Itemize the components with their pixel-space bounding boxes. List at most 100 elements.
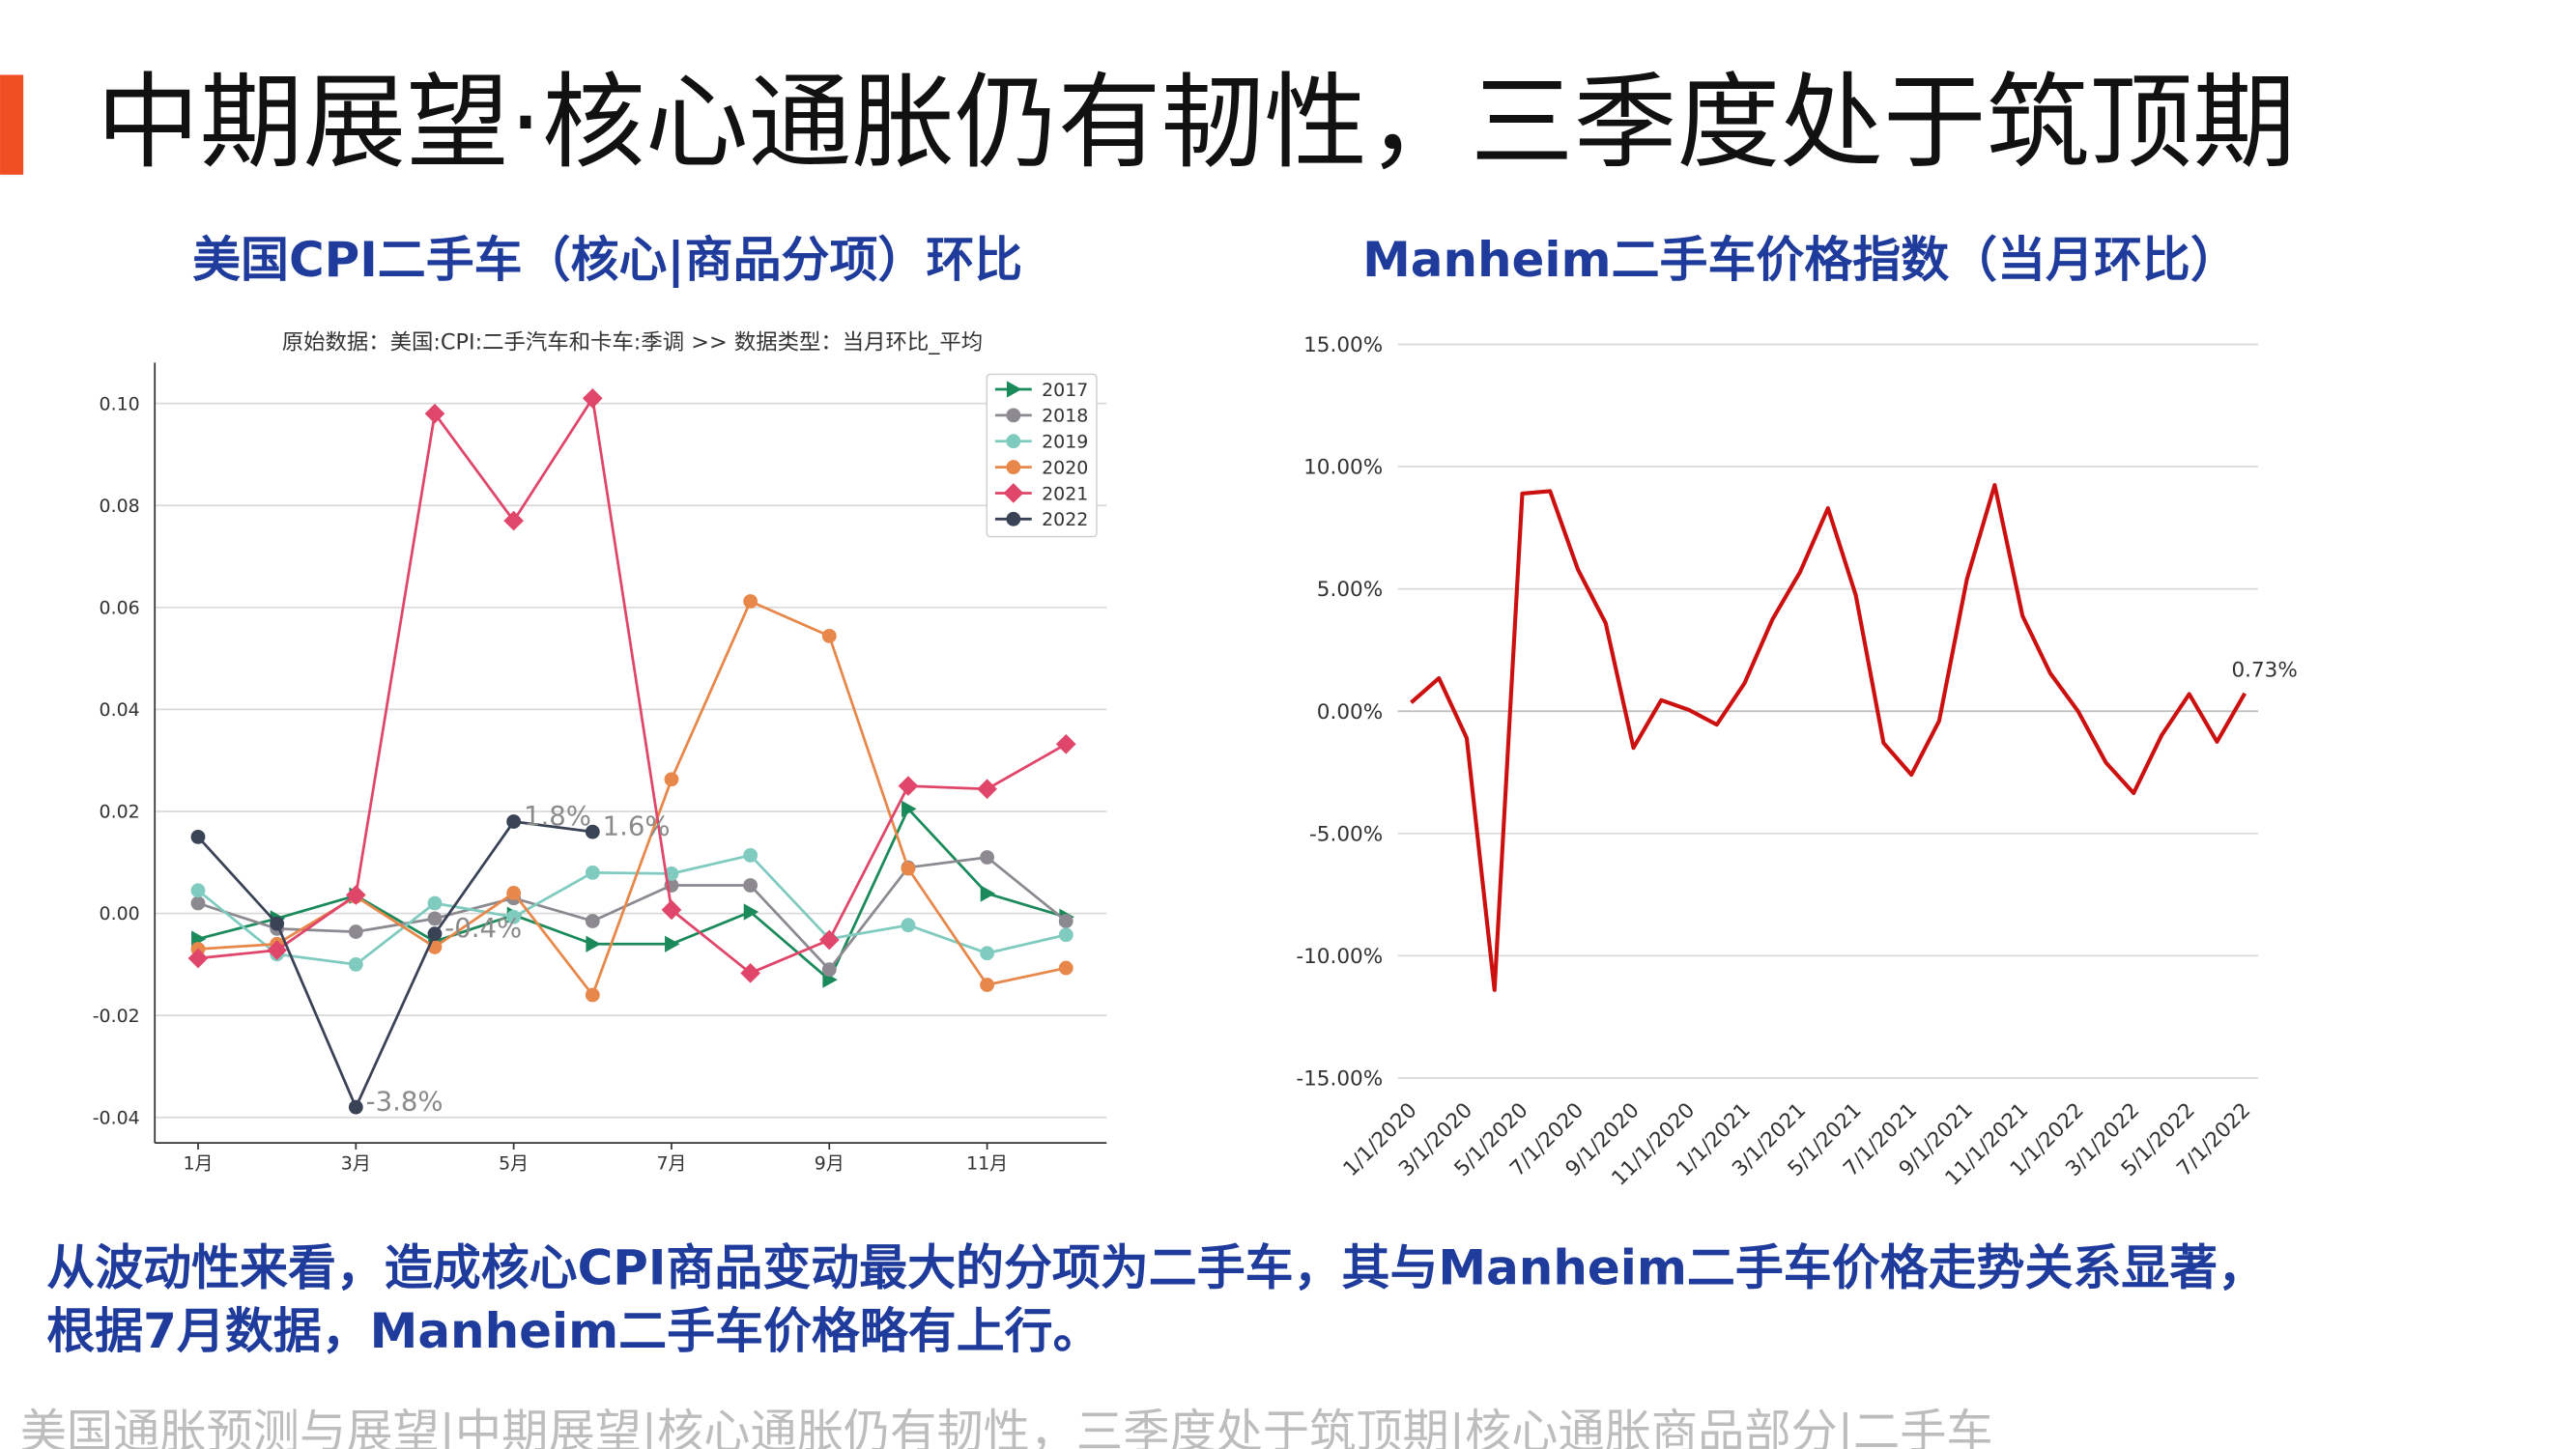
- legend-label: 2019: [1042, 432, 1088, 453]
- marker: [585, 914, 600, 928]
- data-label: 1.8%: [524, 801, 591, 832]
- marker: [743, 903, 759, 921]
- data-line: [197, 397, 1067, 975]
- y-tick-label: 0.00: [100, 903, 140, 924]
- footer: 美国通胀预测与展望|中期展望|核心通胀仍有韧性，三季度处于筑顶期|核心通胀商品部…: [20, 1405, 1993, 1449]
- marker: [821, 628, 837, 643]
- y-tick-label: 5.00%: [1317, 578, 1383, 602]
- y-tick-label: 0.06: [100, 597, 140, 618]
- x-tick-label: 9月: [815, 1153, 844, 1175]
- y-tick-label: 0.08: [100, 496, 140, 517]
- y-tick-label: -0.04: [93, 1107, 140, 1128]
- data-line: [197, 807, 1067, 981]
- x-tick-label: 7月: [656, 1153, 686, 1175]
- marker: [585, 865, 600, 880]
- legend-marker: [1006, 408, 1021, 423]
- marker: [980, 978, 995, 992]
- marker: [506, 814, 522, 829]
- marker: [664, 772, 679, 787]
- marker: [424, 403, 445, 424]
- marker: [902, 800, 917, 817]
- marker: [980, 885, 996, 902]
- marker: [818, 929, 840, 951]
- marker: [661, 899, 682, 921]
- marker: [345, 885, 366, 905]
- legend-label: 2022: [1042, 509, 1088, 530]
- data-label: -0.4%: [444, 913, 522, 944]
- legend-label: 2021: [1042, 483, 1088, 504]
- data-line: [197, 856, 1068, 972]
- marker: [977, 779, 997, 800]
- marker: [506, 886, 522, 900]
- marker: [585, 987, 600, 1003]
- legend-label: 2018: [1042, 406, 1088, 427]
- slide-title: 中期展望·核心通胀仍有韧性，三季度处于筑顶期: [97, 64, 2296, 184]
- marker: [427, 926, 443, 942]
- marker: [190, 895, 206, 911]
- marker: [190, 883, 206, 898]
- marker: [901, 918, 916, 933]
- y-tick-label: -5.00%: [1309, 822, 1383, 846]
- marker: [585, 824, 600, 839]
- legend-marker: [1006, 511, 1021, 526]
- body-text: 根据7月数据，Manheim二手车价格略有上行。: [46, 1303, 1101, 1359]
- marker: [187, 948, 209, 969]
- legend-marker: [1006, 381, 1022, 398]
- marker: [743, 847, 758, 863]
- marker: [427, 911, 443, 926]
- marker: [743, 878, 758, 893]
- marker: [821, 962, 837, 978]
- marker: [1055, 733, 1076, 754]
- y-tick-label: 15.00%: [1303, 333, 1383, 357]
- x-tick-label: 11月: [966, 1153, 1008, 1175]
- marker: [270, 916, 285, 931]
- marker: [427, 895, 443, 911]
- marker: [1058, 927, 1073, 943]
- x-tick-label: 1月: [183, 1153, 213, 1175]
- chart-title: Manheim二手车价格指数（当月环比）: [1362, 232, 2239, 288]
- marker: [506, 909, 522, 924]
- marker: [1058, 960, 1073, 976]
- marker: [898, 776, 919, 796]
- data-label: -3.8%: [366, 1087, 444, 1118]
- marker: [665, 935, 680, 952]
- legend-label: 2020: [1042, 457, 1088, 478]
- marker: [190, 829, 206, 844]
- marker: [740, 962, 760, 983]
- body-text: 从波动性来看，造成核心CPI商品变动最大的分项为二手车，其与Manheim二手车…: [46, 1240, 2266, 1296]
- x-tick-label: 3月: [341, 1153, 371, 1175]
- data-line: [196, 820, 593, 1109]
- data-line: [197, 854, 1067, 966]
- legend-marker: [1006, 434, 1021, 449]
- data-line: [1410, 482, 2247, 992]
- data-label: 0.73%: [2231, 659, 2297, 683]
- legend-marker: [1006, 460, 1021, 474]
- y-tick-label: 0.10: [100, 393, 140, 414]
- y-tick-label: -10.00%: [1296, 945, 1383, 969]
- y-tick-label: -15.00%: [1296, 1066, 1383, 1091]
- marker: [1058, 914, 1073, 928]
- marker: [348, 924, 363, 939]
- marker: [901, 861, 916, 876]
- y-tick-label: -0.02: [93, 1006, 140, 1027]
- marker: [980, 850, 995, 865]
- y-tick-label: 0.02: [100, 802, 140, 823]
- marker: [348, 956, 363, 972]
- x-tick-label: 5月: [499, 1153, 529, 1175]
- marker: [348, 1099, 363, 1115]
- y-tick-label: 0.00%: [1317, 700, 1383, 724]
- chart-title: 美国CPI二手车（核心|商品分项）环比: [192, 232, 1022, 288]
- marker: [743, 594, 758, 609]
- marker: [664, 866, 679, 881]
- legend-label: 2017: [1042, 380, 1088, 401]
- y-tick-label: 10.00%: [1303, 456, 1383, 480]
- marker: [503, 510, 524, 531]
- marker: [582, 388, 603, 409]
- chart-subtitle: 原始数据：美国:CPI:二手汽车和卡车:季调 >> 数据类型：当月环比_平均: [282, 330, 983, 355]
- marker: [980, 946, 995, 961]
- marker: [586, 935, 601, 952]
- y-tick-label: 0.04: [100, 699, 140, 721]
- data-label: 1.6%: [603, 811, 671, 842]
